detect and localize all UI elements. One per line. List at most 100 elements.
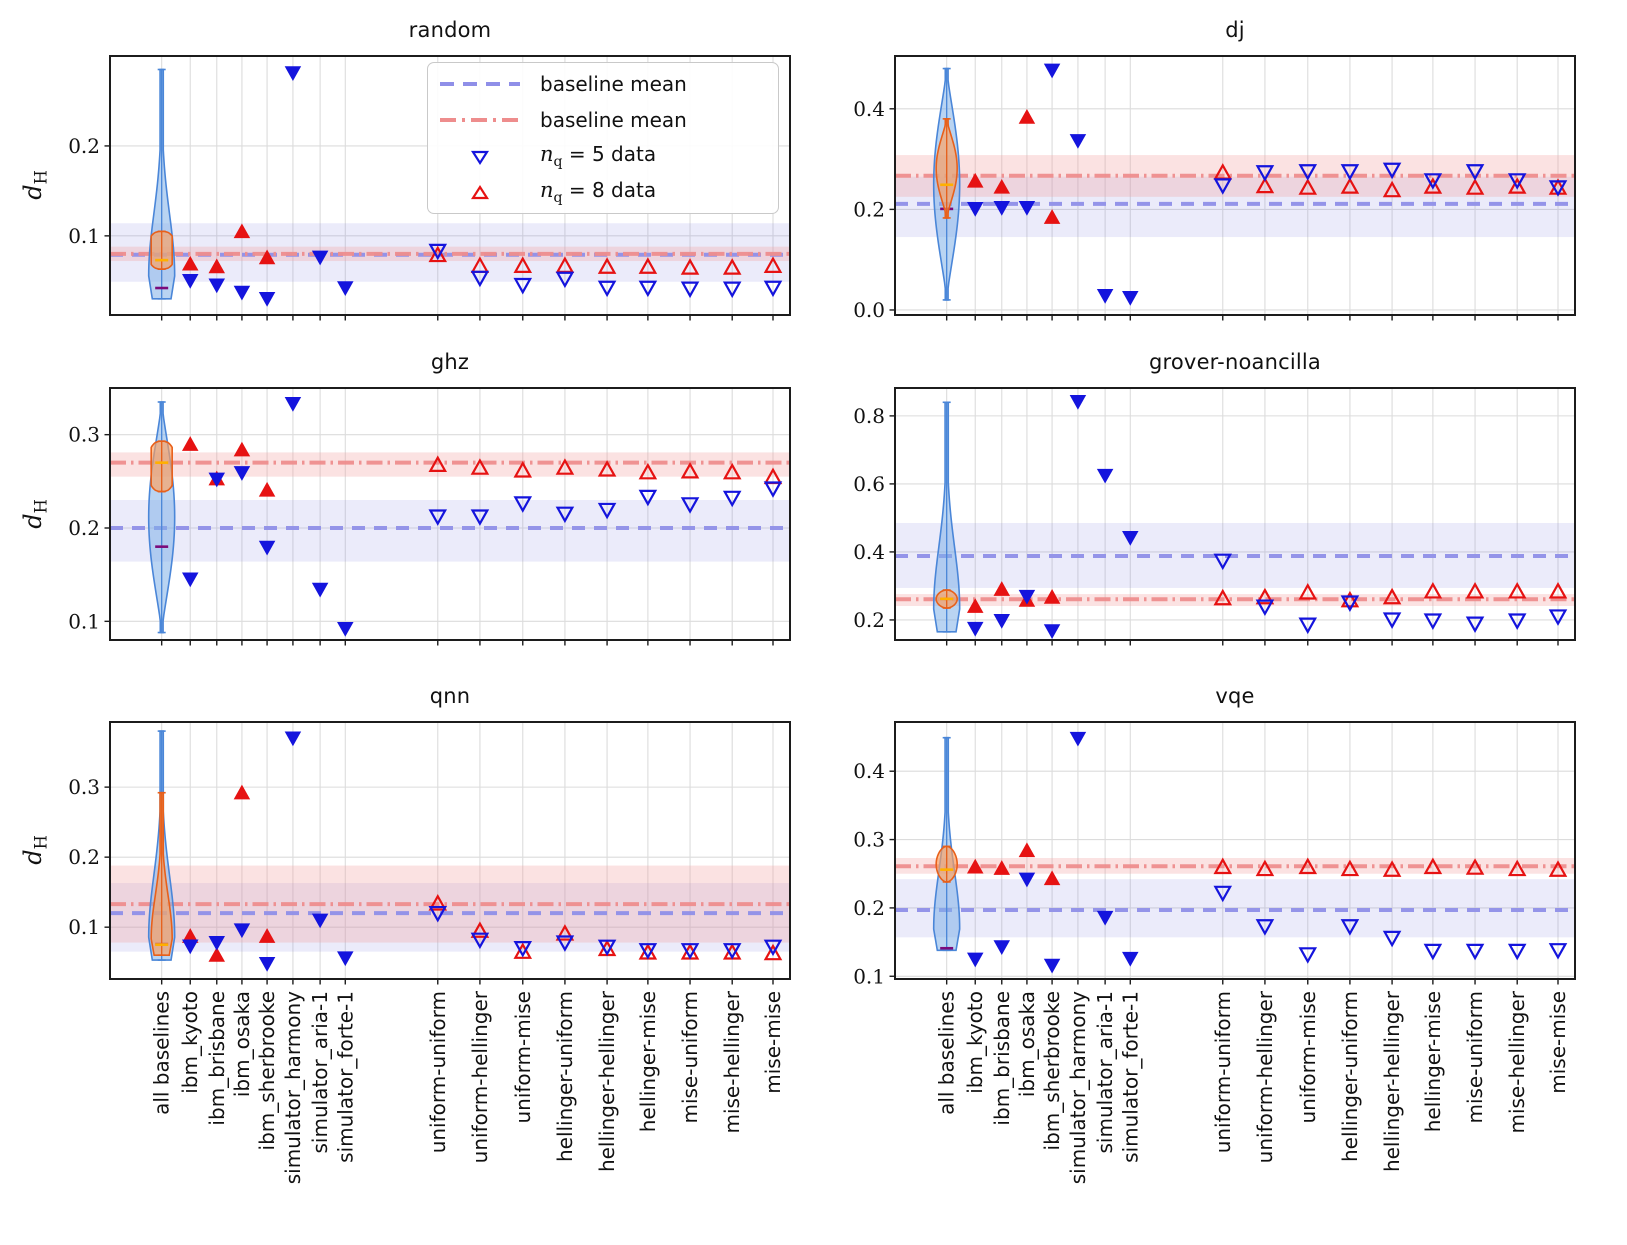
nq8-marker-ibm_osaka [233,784,251,800]
axis-frame [109,721,791,980]
x-tick-label: all baselines [935,991,959,1115]
y-tick-label: 0.0 [853,298,885,322]
nq5-marker-hellinger-uniform [555,935,575,952]
nq8-marker-uniform-hellinger [1255,176,1275,194]
nq5-marker-uniform-mise [1298,617,1318,635]
nq8-marker-mise-mise [1548,581,1568,599]
y-tick-label: 0.6 [853,472,885,496]
nq8-marker-hellinger-uniform [1340,177,1360,194]
plot-content [895,731,1575,974]
baseline-band-nq8 [110,452,790,477]
nq5-marker-uniform-uniform [428,905,448,923]
x-tick-label: mise-mise [761,991,785,1094]
y-tick-label: 0.2 [853,197,885,221]
nq5-marker-uniform-uniform [428,509,448,526]
plot-title-random: random [408,18,492,42]
nq5-marker-simulator_forte-1 [337,951,354,967]
nq5-marker-hellinger-uniform [1340,164,1360,181]
nq8-marker-hellinger-hellinger [1382,180,1402,198]
axis-frame [894,721,1576,980]
nq8-marker-ibm_brisbane [993,178,1011,194]
nq8-marker-uniform-mise [513,461,533,478]
nq5-marker-mise-hellinger [1507,943,1527,961]
plot-content [110,397,790,637]
nq5-marker-simulator_harmony [1069,134,1087,149]
y-axis-label: dH [18,835,51,865]
nq5-marker-hellinger-hellinger [597,939,617,957]
nq8-marker-ibm_kyoto [181,436,199,451]
nq5-marker-ibm_osaka [1018,872,1036,888]
nq5-marker-uniform-mise [1298,164,1318,181]
x-tick-label: uniform-hellinger [1253,990,1277,1163]
nq5-marker-mise-uniform [1465,616,1485,634]
plot-content [895,63,1575,306]
x-tick-label: hellinger-mise [636,991,660,1132]
y-axis-label: dH [18,170,51,200]
x-tick-label: uniform-mise [1296,991,1320,1124]
triangle-up-icon [470,184,490,200]
baseline-band-nq8 [895,594,1575,606]
baseline-band-nq5 [895,176,1575,238]
x-tick-label: ibm_kyoto [178,991,202,1094]
nq5-marker-mise-hellinger [722,281,742,299]
axis-frame [894,55,1576,316]
x-tick-label: mise-hellinger [1505,990,1529,1133]
legend-item-nq8-data: nq = 8 data [434,174,772,210]
nq5-marker-mise-mise [763,481,783,498]
nq5-marker-ibm_osaka [233,923,251,939]
y-tick-label: 0.1 [68,915,100,939]
nq5-marker-simulator_harmony [1069,731,1087,747]
nq8-marker-uniform-mise [1298,178,1318,195]
nq5-marker-simulator_forte-1 [1122,531,1139,546]
axis-frame [109,387,791,641]
nq5-marker-simulator_harmony [1069,395,1087,410]
x-tick-label: ibm_osaka [230,991,254,1097]
nq5-marker-simulator_harmony [284,66,302,82]
nq8-marker-mise-uniform [680,258,700,275]
plot-canvas-dj: 0.0 0.2 0.4 [853,55,1576,322]
plot-canvas-grover-noancilla: 0.2 0.4 0.6 0.8 [853,387,1576,646]
legend-label: nq = 8 data [540,178,657,206]
y-tick-label: 0.3 [68,423,100,447]
plot-content [110,730,790,972]
baseline-band-nq8 [895,858,1575,874]
nq8-marker-mise-uniform [1465,178,1485,195]
nq8-marker-ibm_brisbane [208,258,226,274]
nq8-marker-ibm_sherbrooke [258,249,276,265]
nq5-marker-simulator_aria-1 [311,250,329,266]
grid [895,722,1575,979]
x-tick-label: uniform-mise [511,991,535,1124]
x-tick-label: ibm_sherbrooke [255,991,279,1150]
x-tick-label: ibm_osaka [1015,991,1039,1097]
x-tick-label: simulator_harmony [281,991,305,1184]
nq5-marker-mise-hellinger [1507,613,1527,630]
legend-marker-red [470,184,490,200]
plot-title-ghz: ghz [430,350,470,374]
nq5-marker-simulator_aria-1 [1096,910,1114,926]
nq5-marker-mise-mise [763,280,783,298]
x-tick-label: ibm_kyoto [963,991,987,1094]
nq5-marker-uniform-hellinger [1255,919,1275,936]
nq5-marker-ibm_brisbane [208,472,226,488]
nq5-marker-ibm_osaka [233,285,251,301]
plot-content [110,66,790,307]
nq8-marker-hellinger-mise [1423,857,1443,875]
y-tick-label: 0.1 [68,609,100,633]
nq5-marker-uniform-hellinger [470,270,490,288]
nq8-marker-ibm_sherbrooke [258,481,276,497]
nq5-marker-hellinger-mise [638,489,658,507]
nq8-marker-hellinger-mise [638,462,658,480]
nq8-marker-ibm_brisbane [993,581,1011,596]
nq5-marker-ibm_kyoto [181,572,199,588]
triangle-down-icon [470,150,490,166]
nq5-marker-ibm_osaka [233,466,251,481]
nq5-marker-ibm_kyoto [966,201,984,217]
nq8-marker-ibm_sherbrooke [258,928,276,943]
nq8-marker-uniform-hellinger [1255,587,1275,605]
nq8-marker-hellinger-hellinger [597,257,617,274]
nq5-marker-hellinger-hellinger [597,280,617,298]
nq5-marker-uniform-hellinger [470,932,490,950]
nq5-marker-hellinger-mise [1423,613,1443,630]
y-tick-label: 0.1 [68,224,100,248]
nq5-marker-mise-hellinger [1507,173,1527,190]
